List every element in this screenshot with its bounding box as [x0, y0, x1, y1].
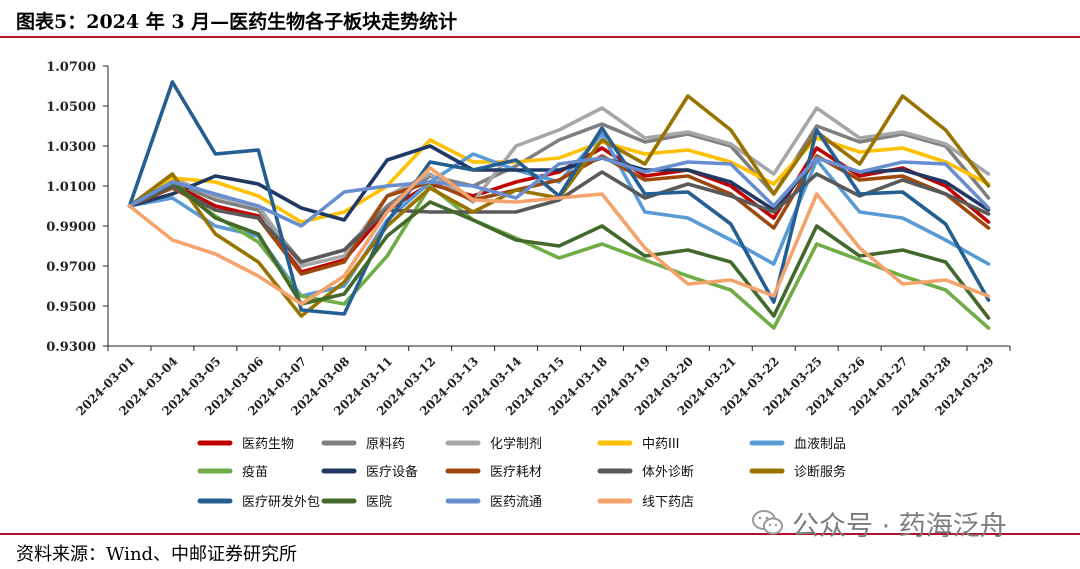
legend-label: 医疗耗材 [490, 465, 542, 480]
watermark: 公众号 · 药海泛舟 [752, 504, 1007, 542]
series-line [127, 106, 991, 268]
series-line [127, 80, 991, 316]
y-axis-ticks: 1.0700 1.0500 1.0300 1.0100 0.9900 0.9700 0.95… [46, 60, 108, 355]
y-tick-label: 0.9300 [46, 340, 96, 355]
legend-label: 医院 [366, 495, 392, 510]
legend-label: 原料药 [366, 437, 405, 452]
y-tick-label: 1.0100 [46, 180, 96, 195]
legend-label: 中药III [642, 437, 680, 452]
legend-label: 医药流通 [490, 495, 542, 510]
y-tick-label: 0.9500 [46, 300, 96, 315]
chart-axes [107, 66, 1010, 347]
footer-divider [0, 533, 1080, 535]
legend-label: 体外诊断 [642, 465, 694, 480]
legend-label: 诊断服务 [794, 464, 846, 480]
watermark-text: 公众号 · 药海泛舟 [792, 510, 1007, 542]
legend-label: 医疗设备 [366, 464, 418, 480]
series-line [127, 166, 991, 306]
title-underline [0, 36, 1080, 38]
y-tick-label: 0.9700 [46, 260, 96, 275]
page-title: 图表5：2024 年 3 月—医药生物各子板块走势统计 [16, 11, 458, 33]
y-tick-label: 1.0700 [46, 60, 96, 75]
y-tick-label: 1.0300 [46, 140, 96, 155]
series-lines [127, 80, 991, 330]
legend-label: 医疗研发外包 [242, 494, 320, 510]
legend-label: 医药生物 [242, 437, 294, 452]
y-tick-label: 1.0500 [46, 100, 96, 115]
series-line [127, 170, 991, 264]
series-line [127, 180, 991, 320]
legend-label: 疫苗 [242, 464, 268, 480]
legend-label: 血液制品 [794, 437, 846, 452]
x-axis-ticks: 2024-03-012024-03-042024-03-052024-03-06… [73, 346, 1011, 418]
line-chart: 1.0700 1.0500 1.0300 1.0100 0.9900 0.9700 0.95… [46, 60, 1011, 510]
y-tick-label: 0.9900 [46, 220, 96, 235]
legend-label: 线下药店 [642, 495, 694, 510]
series-line [127, 156, 991, 228]
source-note: 资料来源：Wind、中邮证券研究所 [16, 544, 298, 565]
legend-label: 化学制剂 [490, 436, 542, 452]
wechat-icon [752, 510, 783, 535]
